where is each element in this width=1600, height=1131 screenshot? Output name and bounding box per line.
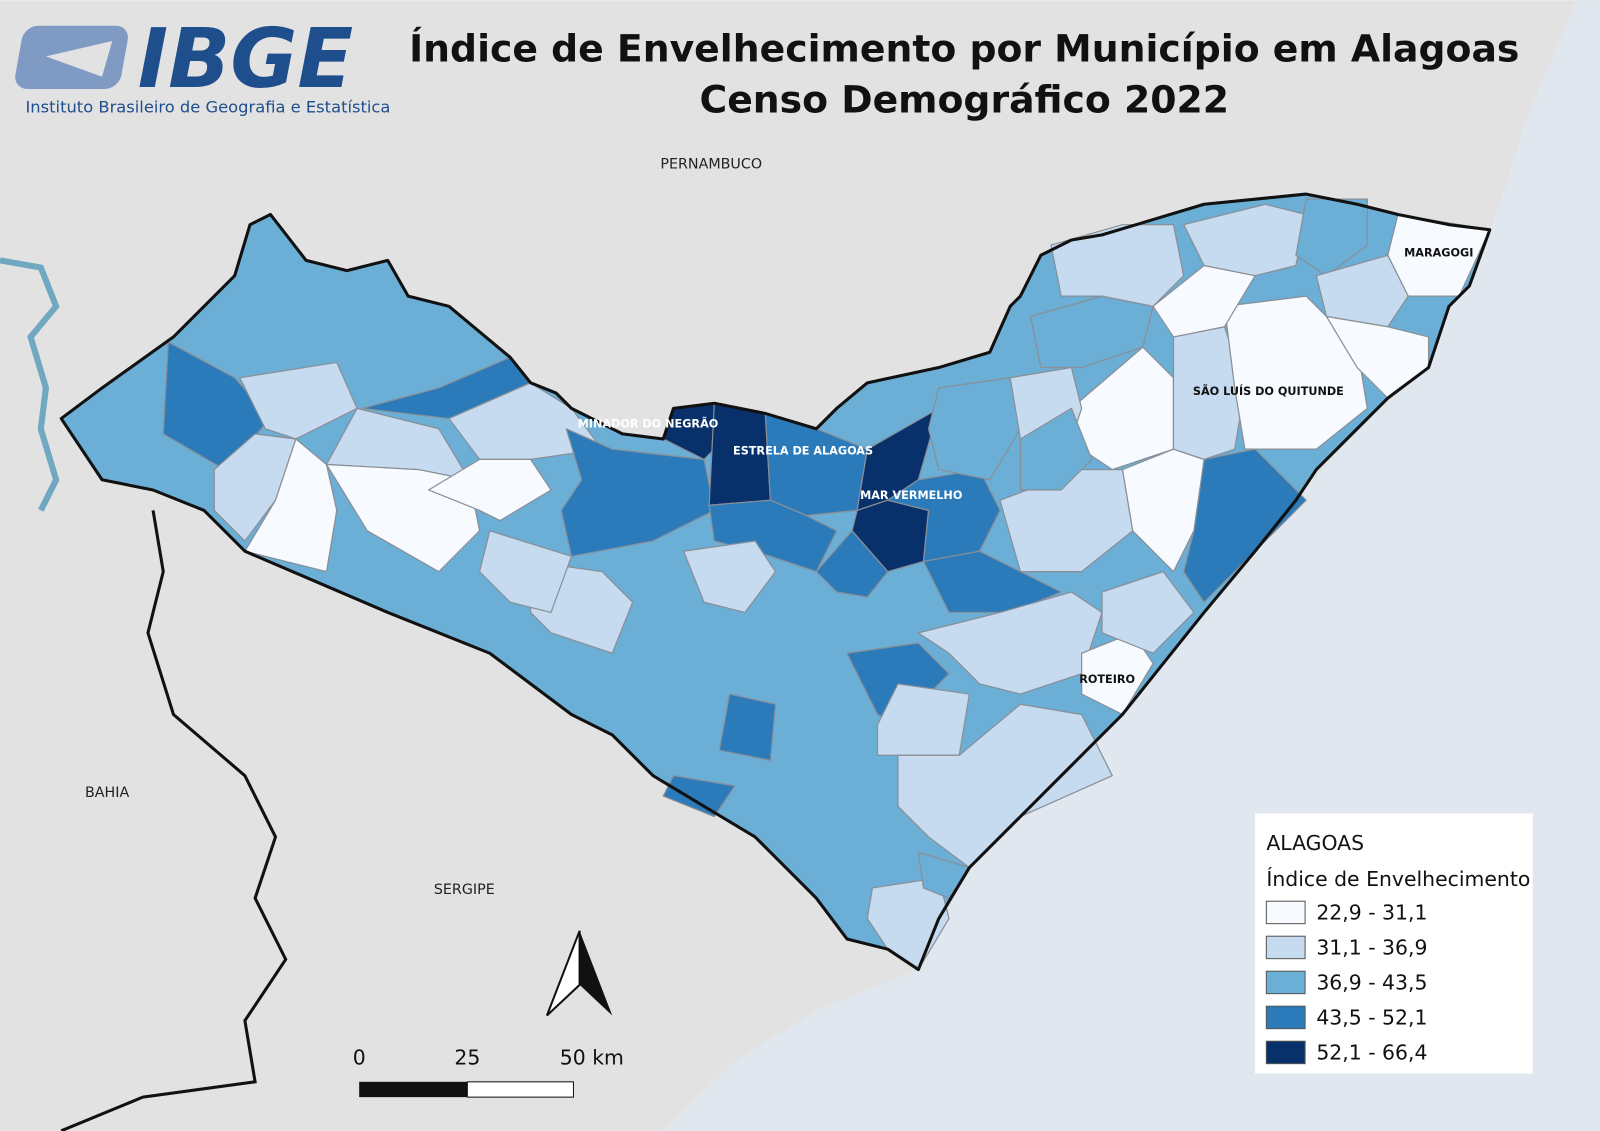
municipality (876, 683, 970, 756)
subtitle: Censo Demográfico 2022 (700, 77, 1230, 121)
scale-bar (359, 1081, 468, 1098)
logo-subtitle: Instituto Brasileiro de Geografia e Esta… (26, 97, 391, 116)
region-label: SERGIPE (434, 882, 495, 898)
north-arrow (579, 930, 613, 1016)
municipality-label: ROTEIRO (1079, 673, 1135, 686)
scale-bar (466, 1081, 574, 1098)
legend-swatch (1265, 900, 1306, 925)
legend-label: 43,5 - 52,1 (1316, 1006, 1427, 1030)
region-label: BAHIA (85, 785, 129, 801)
municipality (1183, 448, 1307, 603)
municipality (427, 458, 552, 522)
municipality-label: MINADOR DO NEGRÃO (578, 418, 719, 431)
legend-label: 36,9 - 43,5 (1316, 971, 1427, 995)
legend-label: 31,1 - 36,9 (1316, 936, 1427, 960)
municipalities (60, 193, 1491, 971)
legend-label: 52,1 - 66,4 (1316, 1041, 1427, 1065)
legend-title: ALAGOAS (1266, 831, 1364, 855)
municipality (560, 428, 715, 557)
legend-swatch (1265, 935, 1306, 960)
legend-swatch (1265, 1005, 1306, 1030)
municipality (1101, 571, 1195, 654)
state-border (60, 510, 288, 1131)
municipality (1315, 254, 1409, 328)
municipality (478, 530, 573, 614)
municipality (887, 468, 1001, 563)
scale-label: 25 (454, 1045, 480, 1069)
legend-subtitle: Índice de Envelhecimento (1266, 866, 1530, 891)
municipality (662, 775, 736, 818)
municipality (683, 540, 777, 614)
legend-label: 22,9 - 31,1 (1316, 901, 1427, 925)
logo-icon-mark (45, 41, 113, 77)
state-outline (59, 192, 1492, 972)
municipality (1295, 198, 1368, 277)
municipality-label: MAR VERMELHO (860, 489, 962, 502)
municipality-label: SÃO LUÍS DO QUITUNDE (1193, 385, 1344, 398)
municipality (718, 693, 777, 762)
scale-label: 50 km (560, 1045, 624, 1069)
logo-text: IBGE (138, 12, 353, 107)
legend-items: 22,9 - 31,1 31,1 - 36,9 36,9 - 43,5 43,5 - … (1265, 900, 1427, 1065)
municipality (815, 530, 889, 598)
river (0, 257, 60, 512)
legend-swatch (1265, 1040, 1306, 1065)
municipality (1223, 295, 1368, 450)
municipality (1152, 264, 1256, 338)
municipality (708, 499, 838, 573)
legend-swatch (1265, 970, 1306, 995)
municipality (1183, 203, 1307, 277)
municipality-label: ESTRELA DE ALAGOAS (733, 444, 873, 457)
municipality (922, 550, 1062, 614)
municipality (239, 361, 358, 440)
municipality (1019, 407, 1093, 491)
region-label: PERNAMBUCO (660, 157, 762, 173)
municipality-label: MARAGOGI (1404, 246, 1473, 259)
title: Índice de Envelhecimento por Município e… (409, 26, 1519, 70)
scale-label: 0 (353, 1045, 366, 1069)
